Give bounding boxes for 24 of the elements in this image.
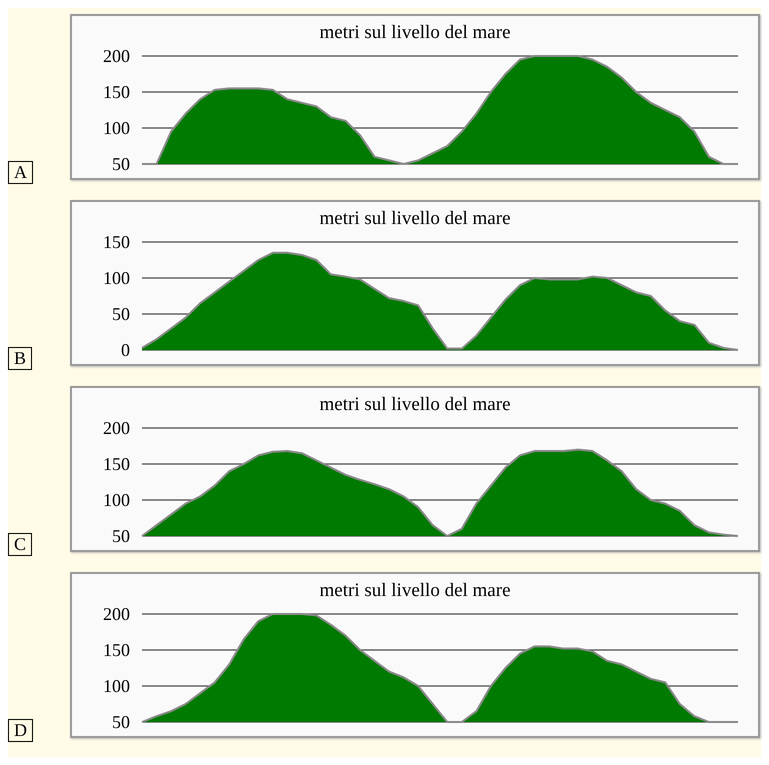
y-tick-label: 0	[121, 340, 130, 360]
chart-title: metri sul livello del mare	[319, 208, 511, 229]
y-tick-label: 100	[103, 268, 130, 288]
y-tick-label: 150	[103, 640, 130, 660]
chart-title: metri sul livello del mare	[319, 580, 511, 601]
y-tick-label: 150	[103, 232, 130, 252]
y-tick-label: 50	[112, 526, 130, 546]
text: A	[8, 161, 33, 184]
y-tick-label: 50	[112, 712, 130, 732]
y-tick-label: 150	[103, 454, 130, 474]
y-tick-label: 50	[112, 154, 130, 174]
y-tick-label: 200	[103, 418, 130, 438]
y-tick-label: 100	[103, 490, 130, 510]
y-tick-label: 100	[103, 118, 130, 138]
y-tick-label: 150	[103, 82, 130, 102]
text: C	[8, 533, 32, 556]
y-tick-label: 100	[103, 676, 130, 696]
chart-title: metri sul livello del mare	[319, 22, 511, 43]
text: D	[8, 719, 33, 742]
chart-title: metri sul livello del mare	[319, 394, 511, 415]
y-tick-label: 50	[112, 304, 130, 324]
text: B	[8, 347, 32, 370]
y-tick-label: 200	[103, 604, 130, 624]
y-tick-label: 200	[103, 46, 130, 66]
